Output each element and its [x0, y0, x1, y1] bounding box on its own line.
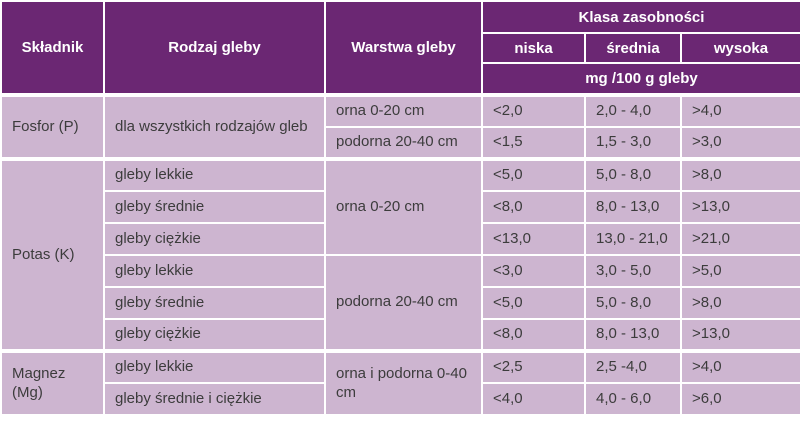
cell-wysoka: >5,0 — [680, 254, 800, 288]
header-row-unit: mg /100 g gleby — [1, 62, 800, 96]
cell-srednia: 8,0 - 13,0 — [584, 318, 682, 352]
header-unit: mg /100 g gleby — [481, 62, 800, 96]
cell-wysoka: >4,0 — [680, 93, 800, 128]
cell-rodzaj-gleby: gleby lekkie — [103, 157, 326, 192]
header-klasa-zasobnosci: Klasa zasobności — [481, 0, 800, 34]
cell-rodzaj-gleby: gleby średnie i ciężkie — [103, 382, 326, 416]
cell-niska: <5,0 — [481, 286, 586, 320]
cell-srednia: 2,5 -4,0 — [584, 349, 682, 384]
cell-rodzaj-gleby: gleby ciężkie — [103, 318, 326, 352]
cell-wysoka: >13,0 — [680, 318, 800, 352]
cell-niska: <1,5 — [481, 126, 586, 160]
cell-warstwa-gleby: orna 0-20 cm — [324, 157, 483, 256]
cell-niska: <3,0 — [481, 254, 586, 288]
header-row-top: Składnik Rodzaj gleby Warstwa gleby Klas… — [0, 0, 800, 96]
cell-srednia: 8,0 - 13,0 — [584, 190, 682, 224]
header-wysoka: wysoka — [680, 32, 800, 64]
table-row: podorna 20-40 cm <1,5 1,5 - 3,0 >3,0 — [1, 126, 800, 160]
table-row: gleby ciężkie <8,0 8,0 - 13,0 >13,0 — [1, 318, 800, 352]
cell-rodzaj-gleby: gleby lekkie — [103, 349, 326, 384]
cell-niska: <4,0 — [481, 382, 586, 416]
cell-srednia: 5,0 - 8,0 — [584, 286, 682, 320]
table-row: Potas (K) gleby lekkie orna 0-20 cm <5,0 5,0… — [0, 157, 800, 352]
header-srednia: średnia — [584, 32, 682, 64]
cell-skladnik: Potas (K) — [0, 157, 105, 352]
header-warstwa-gleby: Warstwa gleby — [324, 0, 483, 96]
cell-warstwa-gleby: podorna 20-40 cm — [324, 254, 483, 352]
cell-wysoka: >8,0 — [680, 157, 800, 192]
header-niska: niska — [481, 32, 586, 64]
cell-srednia: 13,0 - 21,0 — [584, 222, 682, 256]
cell-niska: <2,5 — [481, 349, 586, 384]
cell-niska: <5,0 — [481, 157, 586, 192]
cell-rodzaj-gleby: gleby ciężkie — [103, 222, 326, 256]
cell-srednia: 3,0 - 5,0 — [584, 254, 682, 288]
header-row-levels: niska średnia wysoka — [1, 32, 800, 64]
cell-niska: <2,0 — [481, 93, 586, 128]
table-row: Fosfor (P) dla wszystkich rodzajów gleb or… — [0, 93, 800, 160]
cell-rodzaj-gleby: gleby lekkie — [103, 254, 326, 288]
cell-srednia: 5,0 - 8,0 — [584, 157, 682, 192]
cell-wysoka: >13,0 — [680, 190, 800, 224]
cell-wysoka: >3,0 — [680, 126, 800, 160]
header-skladnik: Składnik — [0, 0, 105, 96]
header-rodzaj-gleby: Rodzaj gleby — [103, 0, 326, 96]
table-body: Fosfor (P) dla wszystkich rodzajów gleb or… — [0, 93, 800, 416]
cell-wysoka: >4,0 — [680, 349, 800, 384]
table-row: Magnez (Mg) gleby lekkie orna i podorna 0-… — [0, 349, 800, 416]
table-row: gleby średnie <5,0 5,0 - 8,0 >8,0 — [1, 286, 800, 320]
cell-skladnik: Magnez (Mg) — [0, 349, 105, 416]
cell-wysoka: >8,0 — [680, 286, 800, 320]
cell-warstwa-gleby: orna 0-20 cm — [324, 93, 483, 128]
table-header: Składnik Rodzaj gleby Warstwa gleby Klas… — [0, 0, 800, 96]
table-row: gleby średnie <8,0 8,0 - 13,0 >13,0 — [1, 190, 800, 224]
cell-rodzaj-gleby: gleby średnie — [103, 190, 326, 224]
cell-srednia: 4,0 - 6,0 — [584, 382, 682, 416]
table-row: gleby średnie i ciężkie <4,0 4,0 - 6,0 >6,0 — [1, 382, 800, 416]
cell-rodzaj-gleby: gleby średnie — [103, 286, 326, 320]
cell-srednia: 2,0 - 4,0 — [584, 93, 682, 128]
cell-niska: <8,0 — [481, 318, 586, 352]
cell-wysoka: >21,0 — [680, 222, 800, 256]
cell-wysoka: >6,0 — [680, 382, 800, 416]
table-row: gleby ciężkie <13,0 13,0 - 21,0 >21,0 — [1, 222, 800, 256]
cell-niska: <8,0 — [481, 190, 586, 224]
table-row: gleby lekkie podorna 20-40 cm <3,0 3,0 - 5,… — [1, 254, 800, 352]
cell-srednia: 1,5 - 3,0 — [584, 126, 682, 160]
cell-warstwa-gleby: orna i podorna 0-40 cm — [324, 349, 483, 416]
cell-rodzaj-gleby: dla wszystkich rodzajów gleb — [103, 93, 326, 160]
cell-warstwa-gleby: podorna 20-40 cm — [324, 126, 483, 160]
cell-niska: <13,0 — [481, 222, 586, 256]
soil-nutrient-table: Składnik Rodzaj gleby Warstwa gleby Klas… — [0, 0, 800, 416]
cell-skladnik: Fosfor (P) — [0, 93, 105, 160]
